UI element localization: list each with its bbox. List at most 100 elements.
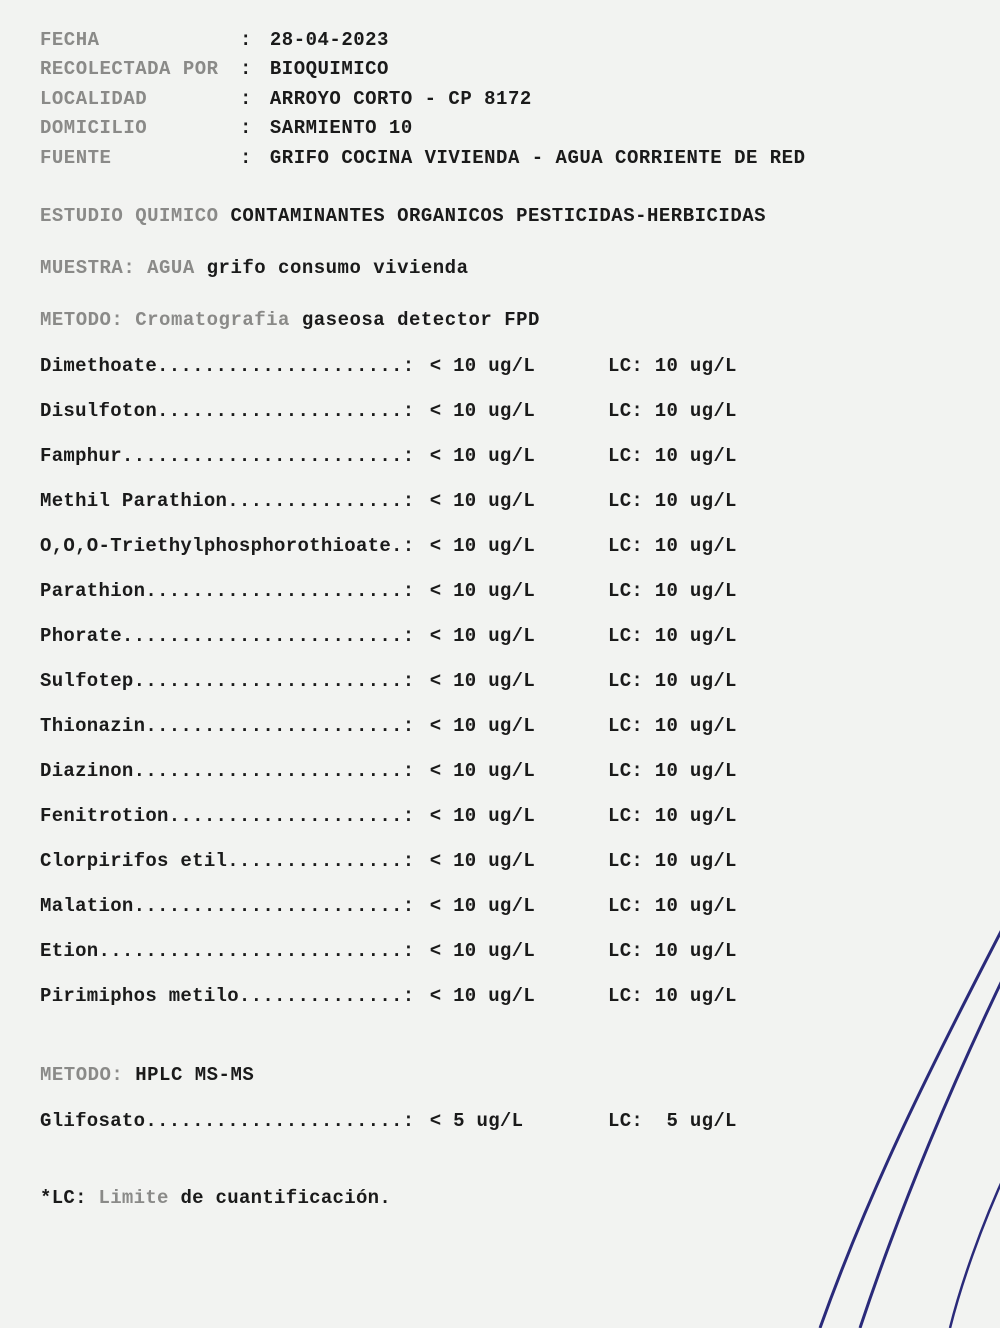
- header-value: SARMIENTO 10: [258, 114, 413, 143]
- result-row: O,O,O-Triethylphosphorothioate.: < 10 ug…: [40, 537, 960, 556]
- analyte-lc: LC: 10 ug/L: [608, 987, 737, 1006]
- header-label: LOCALIDAD: [40, 85, 240, 114]
- result-row: Etion..........................: < 10 ug…: [40, 942, 960, 961]
- sample-line: MUESTRA: AGUA grifo consumo vivienda: [40, 257, 960, 279]
- analyte-name: Phorate........................:: [40, 627, 418, 646]
- analyte-name: Pirimiphos metilo..............:: [40, 987, 418, 1006]
- method1-line: METODO: Cromatografia gaseosa detector F…: [40, 309, 960, 331]
- analyte-name: Malation.......................:: [40, 897, 418, 916]
- analyte-name: Famphur........................:: [40, 447, 418, 466]
- analyte-name: Clorpirifos etil...............:: [40, 852, 418, 871]
- header-separator: :: [240, 55, 258, 84]
- analyte-lc: LC: 10 ug/L: [608, 897, 737, 916]
- analyte-value: < 10 ug/L: [418, 672, 608, 691]
- analyte-name: Thionazin......................:: [40, 717, 418, 736]
- analyte-lc: LC: 10 ug/L: [608, 537, 737, 556]
- method1-label: METODO:: [40, 309, 123, 331]
- analyte-value: < 10 ug/L: [418, 537, 608, 556]
- header-value: 28-04-2023: [258, 26, 389, 55]
- header-row: FUENTE: GRIFO COCINA VIVIENDA - AGUA COR…: [40, 144, 960, 173]
- method1-faded: Cromatografia: [135, 309, 290, 331]
- analyte-lc: LC: 10 ug/L: [608, 807, 737, 826]
- analyte-lc: LC: 10 ug/L: [608, 762, 737, 781]
- analyte-name: Glifosato......................:: [40, 1112, 418, 1131]
- study-title: ESTUDIO QUIMICO CONTAMINANTES ORGANICOS …: [40, 205, 960, 227]
- result-row: Glifosato......................: < 5 ug/…: [40, 1112, 960, 1131]
- method2-line: METODO: HPLC MS-MS: [40, 1064, 960, 1086]
- analyte-value: < 10 ug/L: [418, 717, 608, 736]
- analyte-value: < 10 ug/L: [418, 942, 608, 961]
- footnote: *LC: Limite de cuantificación.: [40, 1187, 960, 1209]
- analyte-lc: LC: 10 ug/L: [608, 582, 737, 601]
- sample-label: MUESTRA:: [40, 257, 135, 279]
- header-row: DOMICILIO: SARMIENTO 10: [40, 114, 960, 143]
- footnote-marker: *LC:: [40, 1187, 87, 1209]
- header-label: FECHA: [40, 26, 240, 55]
- analyte-lc: LC: 10 ug/L: [608, 492, 737, 511]
- header-label: FUENTE: [40, 144, 240, 173]
- footnote-faded: Limite: [99, 1187, 169, 1209]
- analyte-name: Diazinon.......................:: [40, 762, 418, 781]
- analyte-name: Fenitrotion....................:: [40, 807, 418, 826]
- analyte-lc: LC: 10 ug/L: [608, 402, 737, 421]
- analyte-lc: LC: 5 ug/L: [608, 1112, 737, 1131]
- header-separator: :: [240, 114, 258, 143]
- analyte-value: < 10 ug/L: [418, 402, 608, 421]
- analyte-name: O,O,O-Triethylphosphorothioate.:: [40, 537, 418, 556]
- analyte-value: < 10 ug/L: [418, 357, 608, 376]
- analyte-value: < 10 ug/L: [418, 987, 608, 1006]
- result-row: Fenitrotion....................: < 10 ug…: [40, 807, 960, 826]
- analyte-lc: LC: 10 ug/L: [608, 357, 737, 376]
- analyte-name: Disulfoton.....................:: [40, 402, 418, 421]
- analyte-lc: LC: 10 ug/L: [608, 672, 737, 691]
- analyte-value: < 10 ug/L: [418, 807, 608, 826]
- analyte-value: < 10 ug/L: [418, 447, 608, 466]
- result-row: Thionazin......................: < 10 ug…: [40, 717, 960, 736]
- footnote-rest: de cuantificación.: [180, 1187, 391, 1209]
- analyte-lc: LC: 10 ug/L: [608, 627, 737, 646]
- header-separator: :: [240, 26, 258, 55]
- header-row: FECHA: 28-04-2023: [40, 26, 960, 55]
- analyte-value: < 10 ug/L: [418, 492, 608, 511]
- study-name: CONTAMINANTES ORGANICOS PESTICIDAS-HERBI…: [230, 205, 766, 227]
- result-row: Famphur........................: < 10 ug…: [40, 447, 960, 466]
- result-row: Methil Parathion...............: < 10 ug…: [40, 492, 960, 511]
- header-value: GRIFO COCINA VIVIENDA - AGUA CORRIENTE D…: [258, 144, 806, 173]
- analyte-value: < 10 ug/L: [418, 852, 608, 871]
- analyte-name: Sulfotep.......................:: [40, 672, 418, 691]
- result-row: Phorate........................: < 10 ug…: [40, 627, 960, 646]
- header-block: FECHA: 28-04-2023RECOLECTADA POR: BIOQUI…: [40, 26, 960, 173]
- result-row: Pirimiphos metilo..............: < 10 ug…: [40, 987, 960, 1006]
- result-row: Parathion......................: < 10 ug…: [40, 582, 960, 601]
- header-row: LOCALIDAD: ARROYO CORTO - CP 8172: [40, 85, 960, 114]
- header-value: BIOQUIMICO: [258, 55, 389, 84]
- analyte-value: < 10 ug/L: [418, 762, 608, 781]
- lab-report-page: FECHA: 28-04-2023RECOLECTADA POR: BIOQUI…: [0, 0, 1000, 1229]
- analyte-value: < 10 ug/L: [418, 897, 608, 916]
- analyte-value: < 5 ug/L: [418, 1112, 608, 1131]
- analyte-name: Etion..........................:: [40, 942, 418, 961]
- analyte-lc: LC: 10 ug/L: [608, 717, 737, 736]
- result-row: Clorpirifos etil...............: < 10 ug…: [40, 852, 960, 871]
- method1-text: gaseosa detector FPD: [302, 309, 540, 331]
- result-row: Dimethoate.....................: < 10 ug…: [40, 357, 960, 376]
- result-row: Diazinon.......................: < 10 ug…: [40, 762, 960, 781]
- method2-label: METODO:: [40, 1064, 123, 1086]
- result-row: Sulfotep.......................: < 10 ug…: [40, 672, 960, 691]
- header-label: DOMICILIO: [40, 114, 240, 143]
- analyte-name: Parathion......................:: [40, 582, 418, 601]
- method2-value: HPLC MS-MS: [135, 1064, 254, 1086]
- header-row: RECOLECTADA POR: BIOQUIMICO: [40, 55, 960, 84]
- analyte-name: Methil Parathion...............:: [40, 492, 418, 511]
- header-label: RECOLECTADA POR: [40, 55, 240, 84]
- results-block-2: Glifosato......................: < 5 ug/…: [40, 1112, 960, 1131]
- sample-text: grifo consumo vivienda: [207, 257, 469, 279]
- analyte-lc: LC: 10 ug/L: [608, 447, 737, 466]
- header-separator: :: [240, 85, 258, 114]
- analyte-lc: LC: 10 ug/L: [608, 852, 737, 871]
- study-prefix: ESTUDIO QUIMICO: [40, 205, 219, 227]
- result-row: Disulfoton.....................: < 10 ug…: [40, 402, 960, 421]
- analyte-name: Dimethoate.....................:: [40, 357, 418, 376]
- results-block-1: Dimethoate.....................: < 10 ug…: [40, 357, 960, 1006]
- sample-faded: AGUA: [147, 257, 195, 279]
